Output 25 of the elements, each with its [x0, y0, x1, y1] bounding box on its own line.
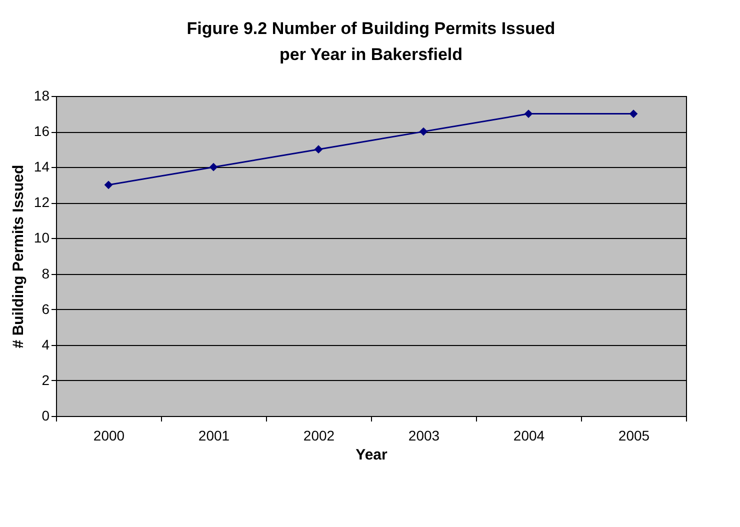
y-tick-label: 4	[42, 336, 50, 352]
x-tick-label: 2000	[93, 428, 125, 444]
y-tick-label: 2	[42, 372, 50, 388]
y-tick-label: 16	[34, 123, 50, 140]
x-tick-label: 2005	[618, 428, 650, 444]
y-tick-label: 14	[34, 158, 50, 175]
point	[524, 110, 533, 118]
y-tick-label: 8	[42, 265, 50, 282]
x-tick-label: 2004	[513, 428, 545, 444]
y-tick-label: 10	[34, 230, 50, 246]
point	[104, 180, 113, 190]
y-tick-label: 0	[42, 408, 50, 424]
point	[314, 145, 323, 154]
point	[419, 127, 428, 136]
x-tick-label: 2001	[198, 428, 230, 444]
x-tick-label: 2003	[408, 428, 440, 444]
point	[209, 162, 218, 172]
y-tick-label: 6	[42, 300, 50, 317]
point	[629, 110, 638, 118]
y-axis-title: # Building Permits Issued	[10, 164, 27, 348]
y-tick-label: 18	[34, 88, 50, 104]
chart-title: Figure 9.2 Number of Building Permits Issued per Year in Bakersfield	[186, 19, 556, 64]
y-tick-label: 12	[34, 194, 50, 210]
x-tick-label: 2002	[303, 428, 335, 444]
x-axis-title: Year	[356, 446, 388, 464]
